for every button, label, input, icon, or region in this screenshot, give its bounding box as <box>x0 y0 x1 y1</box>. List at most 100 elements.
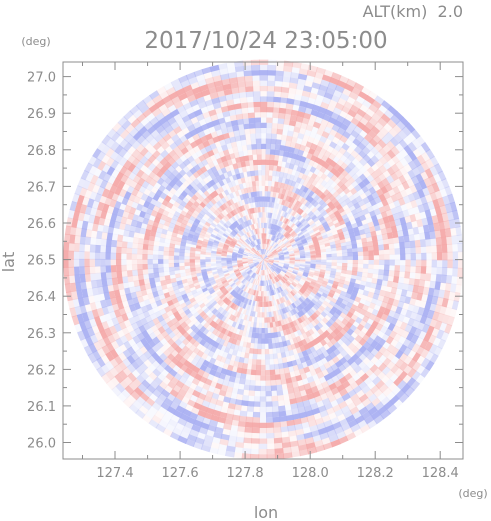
radar-cell <box>258 256 264 260</box>
radar-cell <box>262 249 264 255</box>
radar-cell <box>362 246 369 252</box>
radar-cell <box>278 255 285 258</box>
radar-cell <box>272 102 281 108</box>
radar-cell <box>249 251 255 255</box>
radar-cell <box>263 255 268 260</box>
radar-cell <box>257 250 261 256</box>
radar-cell <box>269 364 275 370</box>
radar-cell <box>279 234 284 240</box>
radar-cell <box>255 180 259 187</box>
radar-cell <box>253 267 257 273</box>
radar-cell <box>250 250 255 254</box>
radar-cell <box>94 251 101 260</box>
radar-cell <box>284 257 290 259</box>
radar-cell <box>400 259 406 267</box>
radar-cell <box>261 264 263 270</box>
radar-cell <box>237 258 243 260</box>
radar-cell <box>269 234 273 240</box>
radar-cell <box>277 264 284 268</box>
radar-cell <box>234 271 241 275</box>
radar-cell <box>121 259 127 266</box>
radar-cell <box>415 259 422 267</box>
radar-cell <box>394 248 401 255</box>
radar-cell <box>255 268 259 274</box>
radar-cell <box>253 246 258 252</box>
radar-cell <box>126 247 133 255</box>
radar-cell <box>221 259 227 262</box>
radar-cell <box>248 237 253 243</box>
radar-cell <box>281 268 287 273</box>
radar-cell <box>261 327 265 334</box>
radar-cell <box>263 254 265 260</box>
radar-cell <box>272 271 277 277</box>
radar-cell <box>315 254 322 258</box>
radar-cell <box>252 247 257 253</box>
radar-cell <box>261 191 266 197</box>
radar-cell <box>252 284 256 290</box>
radar-cell <box>357 251 364 256</box>
radar-cell <box>258 180 263 187</box>
radar-cell <box>267 263 272 267</box>
radar-cell <box>237 252 243 256</box>
radar-cell <box>255 375 261 381</box>
radar-cell <box>250 277 254 283</box>
radar-cell <box>278 251 284 255</box>
radar-cell <box>431 252 438 261</box>
radar-cell <box>247 112 255 119</box>
radar-cell <box>249 230 254 236</box>
radar-cell <box>147 259 153 265</box>
radar-cell <box>250 249 256 254</box>
radar-cell <box>264 228 267 234</box>
radar-cell <box>277 266 283 270</box>
radar-cell <box>244 248 250 252</box>
radar-cell <box>263 259 265 265</box>
radar-cell <box>260 264 263 270</box>
radar-cell <box>273 258 280 260</box>
radar-cell <box>253 256 259 259</box>
radar-cell <box>289 261 295 264</box>
radar-cell <box>262 264 264 271</box>
radar-cell <box>251 278 255 284</box>
radar-cell <box>269 369 276 376</box>
radar-cell <box>268 260 274 262</box>
radar-cell <box>248 270 253 276</box>
radar-cell <box>116 246 122 254</box>
radar-cell <box>273 243 278 248</box>
radar-cell <box>273 283 277 289</box>
radar-cell <box>263 255 267 260</box>
radar-cell <box>261 254 264 260</box>
radar-cell <box>273 256 279 259</box>
radar-cell <box>276 384 283 391</box>
radar-cell <box>249 271 254 277</box>
radar-cell <box>270 247 275 253</box>
radar-cell <box>286 271 292 275</box>
radar-cell <box>430 237 437 247</box>
radar-cell <box>288 267 294 271</box>
radar-cell <box>273 432 283 439</box>
radar-cell <box>273 96 282 103</box>
radar-cell <box>258 257 264 260</box>
radar-cell <box>294 259 301 262</box>
radar-cell <box>126 259 132 266</box>
radar-cell <box>264 333 269 339</box>
radar-cell <box>260 249 263 255</box>
radar-cell <box>283 238 289 244</box>
radar-cell <box>235 243 241 247</box>
radar-cell <box>262 296 265 302</box>
radar-cell <box>263 259 265 265</box>
radar-cell <box>266 233 269 239</box>
radar-cell <box>264 301 267 307</box>
radar-cell <box>246 275 251 281</box>
radar-cell <box>258 259 264 263</box>
radar-cell <box>259 259 264 264</box>
radar-cell <box>292 271 298 275</box>
radar-cell <box>267 332 272 339</box>
radar-cell <box>266 263 271 268</box>
radar-cell <box>260 238 262 244</box>
radar-cell <box>263 258 269 260</box>
radar-cell <box>252 257 259 259</box>
radar-cell <box>244 249 250 253</box>
radar-cell <box>394 265 401 272</box>
radar-cell <box>266 238 269 245</box>
radar-cell <box>259 264 262 270</box>
